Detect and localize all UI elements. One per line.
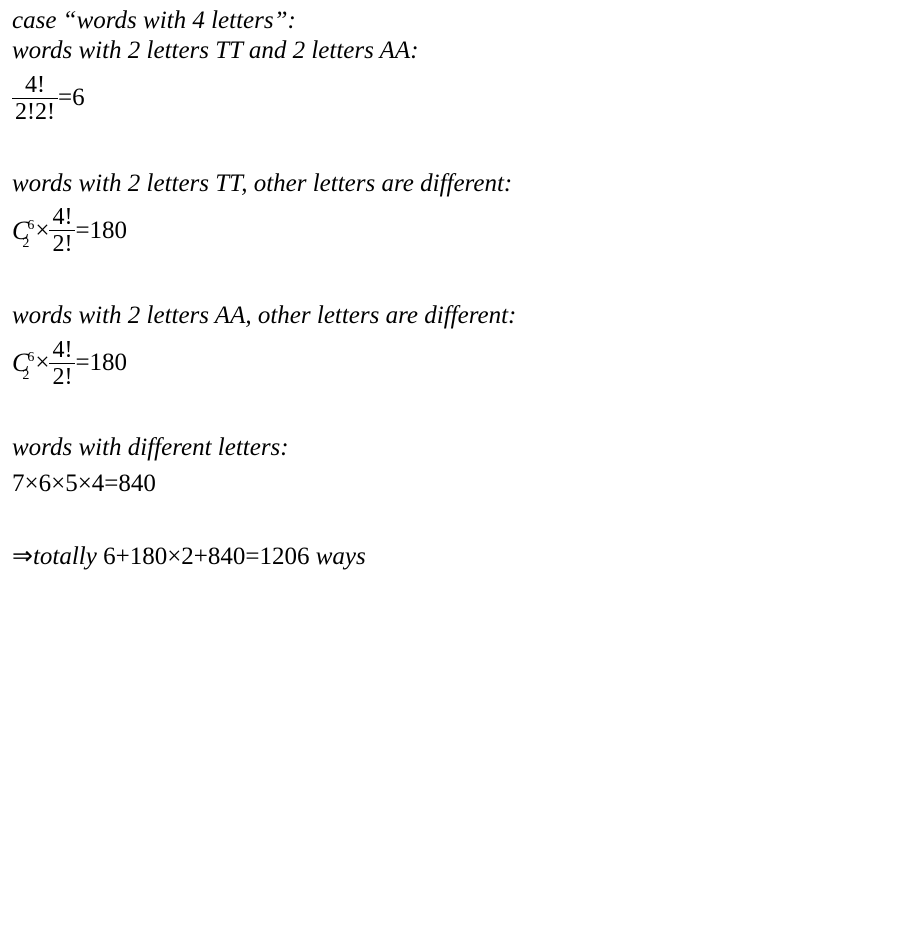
conclusion-text: totally 6+180×2+840=1206 ways [33,543,366,570]
eq-tt-aa: 4! 2!2! =6 [12,71,910,127]
desc-tt-diff: words with 2 letters TT, other letters a… [12,171,910,197]
frac-1: 4! 2!2! [12,73,58,124]
frac-1-num: 4! [12,73,58,99]
desc-all-diff: words with different letters: [12,435,910,461]
desc-tt-aa: words with 2 letters TT and 2 letters AA… [12,38,910,64]
conclusion: ⇒totally 6+180×2+840=1206 ways [12,544,910,570]
comb-2: C62 [12,349,43,377]
comb-1: C62 [12,217,43,245]
blank-3 [12,399,910,435]
blank-4 [12,508,910,544]
eq-all-diff: 7×6×5×4=840 [12,471,910,497]
comb-2-sup: 6 [27,350,34,365]
eq-aa-diff: C62 × 4! 2! =180 [12,335,910,391]
frac-3-den: 2! [49,364,75,389]
desc-aa-diff: words with 2 letters AA, other letters a… [12,303,910,329]
comb-1-sub: 2 [22,236,29,251]
arrow-icon: ⇒ [12,543,33,570]
comb-1-sup: 6 [27,218,34,233]
eq-2-rhs: =180 [75,218,127,244]
frac-2: 4! 2! [49,205,75,256]
eq-tt-diff: C62 × 4! 2! =180 [12,203,910,259]
case-heading: case “words with 4 letters”: [12,8,910,34]
eq-1-rhs: =6 [58,85,85,111]
frac-1-den: 2!2! [12,99,58,124]
blank-2 [12,267,910,303]
blank-1 [12,135,910,171]
frac-2-num: 4! [49,205,75,231]
frac-2-den: 2! [49,231,75,256]
frac-3-num: 4! [49,338,75,364]
frac-3: 4! 2! [49,338,75,389]
comb-2-sub: 2 [22,368,29,383]
eq-3-rhs: =180 [75,350,127,376]
